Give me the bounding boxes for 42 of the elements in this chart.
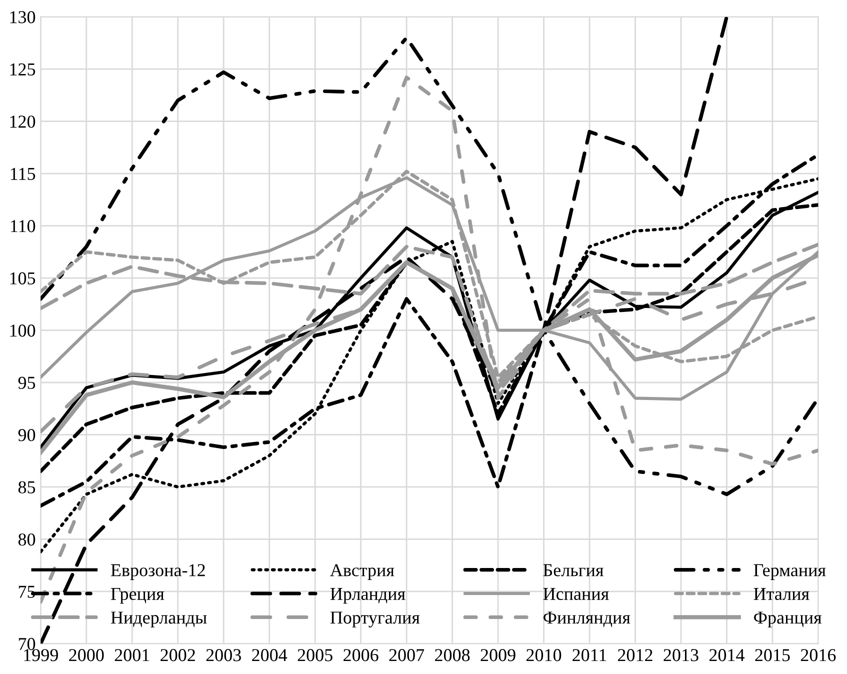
legend-label: Испания: [543, 588, 609, 600]
x-tick-label: 2002: [160, 649, 195, 662]
x-tick-label: 2009: [480, 649, 516, 662]
y-tick-label: 95: [18, 376, 36, 389]
legend-label: Италия: [754, 588, 810, 600]
x-tick-label: 2001: [114, 649, 150, 662]
x-tick-label: 2005: [298, 649, 332, 662]
legend-label: Финляндия: [543, 612, 630, 628]
y-tick-label: 100: [10, 324, 36, 337]
y-tick-label: 120: [10, 116, 36, 128]
y-tick-label: 130: [10, 11, 36, 24]
x-tick-label: 1999: [24, 649, 58, 662]
y-tick-label: 115: [10, 168, 36, 180]
legend-label: Еврозона-12: [110, 564, 205, 580]
y-tick-label: 105: [10, 272, 36, 284]
x-tick-label: 2007: [389, 649, 424, 662]
y-tick-label: 110: [10, 220, 36, 232]
x-tick-label: 2012: [618, 649, 652, 662]
x-tick-label: 2006: [344, 649, 378, 662]
x-tick-label: 2004: [252, 649, 288, 662]
legend-label: Греция: [110, 588, 164, 604]
x-tick-label: 2008: [435, 649, 470, 662]
x-tick-label: 2013: [664, 649, 698, 662]
y-tick-label: 85: [18, 481, 36, 494]
legend-label: Австрия: [330, 564, 394, 580]
legend-label: Бельгия: [543, 564, 604, 576]
x-tick-label: 2015: [755, 649, 790, 662]
x-tick-label: 2010: [526, 649, 562, 662]
legend-label: Португалия: [330, 612, 420, 628]
y-tick-label: 70: [18, 638, 36, 650]
y-tick-label: 125: [10, 63, 36, 76]
x-tick-label: 2003: [206, 649, 241, 662]
x-tick-label: 2011: [572, 649, 606, 662]
y-tick-label: 90: [18, 428, 36, 442]
x-tick-label: 2000: [69, 649, 104, 662]
legend-label: Нидерланды: [110, 612, 207, 628]
legend-label: Франция: [754, 612, 822, 628]
x-tick-label: 2014: [709, 649, 744, 662]
legend-label: Германия: [754, 564, 826, 580]
legend-label: Ирландия: [330, 588, 406, 604]
x-tick-label: 2016: [800, 649, 836, 662]
y-tick-label: 80: [18, 533, 36, 546]
